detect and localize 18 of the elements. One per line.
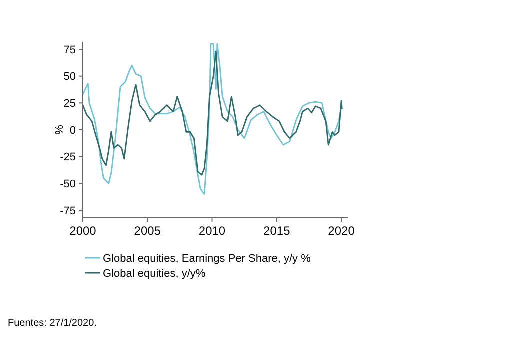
y-tick-label: 75 <box>64 44 76 56</box>
y-tick-label: 0 <box>70 124 76 137</box>
legend-label: Global equities, y/y% <box>103 268 206 280</box>
y-tick-label: -25 <box>60 152 76 164</box>
legend-label: Global equities, Earnings Per Share, y/y % <box>103 252 312 265</box>
y-tick-label: 25 <box>64 98 76 110</box>
y-tick-label: 50 <box>64 71 76 84</box>
y-axis-title: % <box>54 124 66 135</box>
x-tick-label: 2020 <box>328 224 356 238</box>
y-tick-label: -50 <box>60 178 76 191</box>
y-tick-label: -75 <box>60 205 76 218</box>
line-series <box>83 50 343 176</box>
source-note: Fuentes: 27/1/2020. <box>8 318 97 329</box>
line-series <box>83 43 342 196</box>
x-tick-label: 2015 <box>264 224 291 238</box>
x-tick-label: 2010 <box>198 224 226 238</box>
x-tick-label: 2000 <box>70 224 97 238</box>
x-tick-label: 2005 <box>134 224 162 238</box>
